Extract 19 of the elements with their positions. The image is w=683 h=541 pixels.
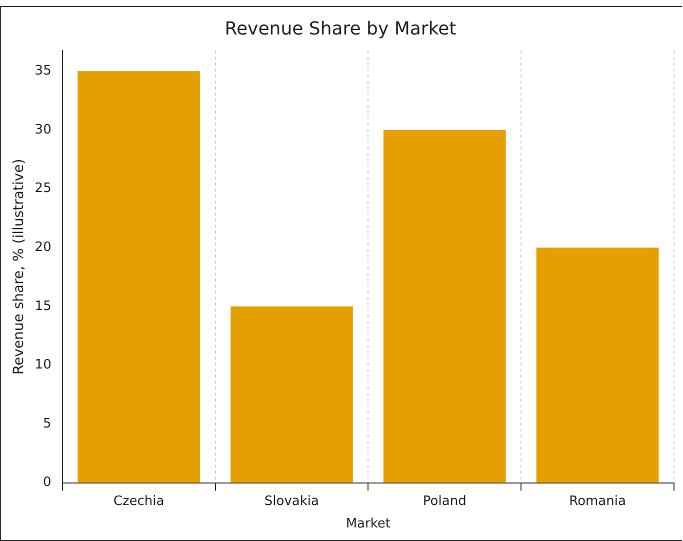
y-tick-label: 35: [34, 64, 52, 79]
y-tick-label: 5: [43, 416, 52, 432]
x-tick-label: Czechia: [113, 494, 164, 509]
y-tick-label: 0: [43, 475, 52, 490]
x-tick-label: Slovakia: [264, 494, 320, 509]
x-tick-label: Poland: [422, 494, 466, 509]
y-tick-label: 25: [34, 181, 52, 196]
y-tick-label: 10: [34, 358, 52, 373]
y-tick-label: 30: [34, 122, 52, 138]
bar: [383, 130, 506, 483]
x-axis-title: Market: [346, 516, 391, 532]
bar: [230, 306, 353, 483]
x-tick-label: Romania: [569, 494, 626, 509]
y-tick-label: 20: [34, 240, 52, 255]
bar: [78, 71, 200, 483]
bar: [536, 248, 659, 483]
y-tick-label: 15: [34, 298, 52, 314]
y-axis-title: Revenue share, % (illustrative): [11, 158, 28, 375]
chart-title: Revenue Share by Market: [224, 18, 456, 40]
